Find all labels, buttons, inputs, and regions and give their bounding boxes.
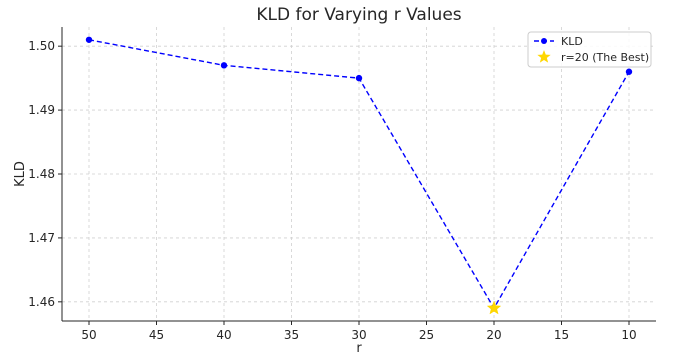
kld-data-point: [625, 68, 633, 75]
legend-box: [527, 31, 652, 68]
legend-label-best: r=20 (The Best): [561, 51, 649, 64]
y-axis-label: KLD: [13, 161, 28, 187]
x-tick-label: 50: [81, 328, 96, 342]
x-tick-label: 10: [621, 328, 636, 342]
y-tick-label: 1.48: [28, 167, 55, 181]
y-tick-label: 1.50: [28, 39, 55, 53]
x-tick-label: 25: [419, 328, 434, 342]
y-tick-label: 1.47: [28, 231, 55, 245]
ticks: 50 45 40 35 30 25 20 15 10 1.46 1.47 1.48 1.49 1.50: [28, 39, 636, 342]
x-tick-label: 20: [486, 328, 501, 342]
kld-data-point: [220, 62, 228, 69]
kld-data-point: [85, 36, 93, 43]
legend: KLD r=20 (The Best): [527, 31, 652, 68]
best-r-star-marker: [486, 300, 502, 315]
series: [85, 36, 633, 315]
x-tick-label: 45: [149, 328, 164, 342]
x-tick-label: 40: [216, 328, 231, 342]
y-tick-label: 1.49: [28, 103, 55, 117]
x-tick-label: 35: [284, 328, 299, 342]
legend-circle-marker: [541, 38, 547, 44]
x-tick-label: 30: [351, 328, 366, 342]
y-tick-label: 1.46: [28, 295, 55, 309]
legend-label-kld: KLD: [561, 35, 583, 48]
x-tick-label: 15: [554, 328, 569, 342]
legend-star-marker: [537, 50, 551, 63]
kld-data-point: [355, 74, 363, 82]
chart-title: KLD for Varying r Values: [256, 5, 461, 25]
x-axis-label: r: [356, 341, 362, 354]
